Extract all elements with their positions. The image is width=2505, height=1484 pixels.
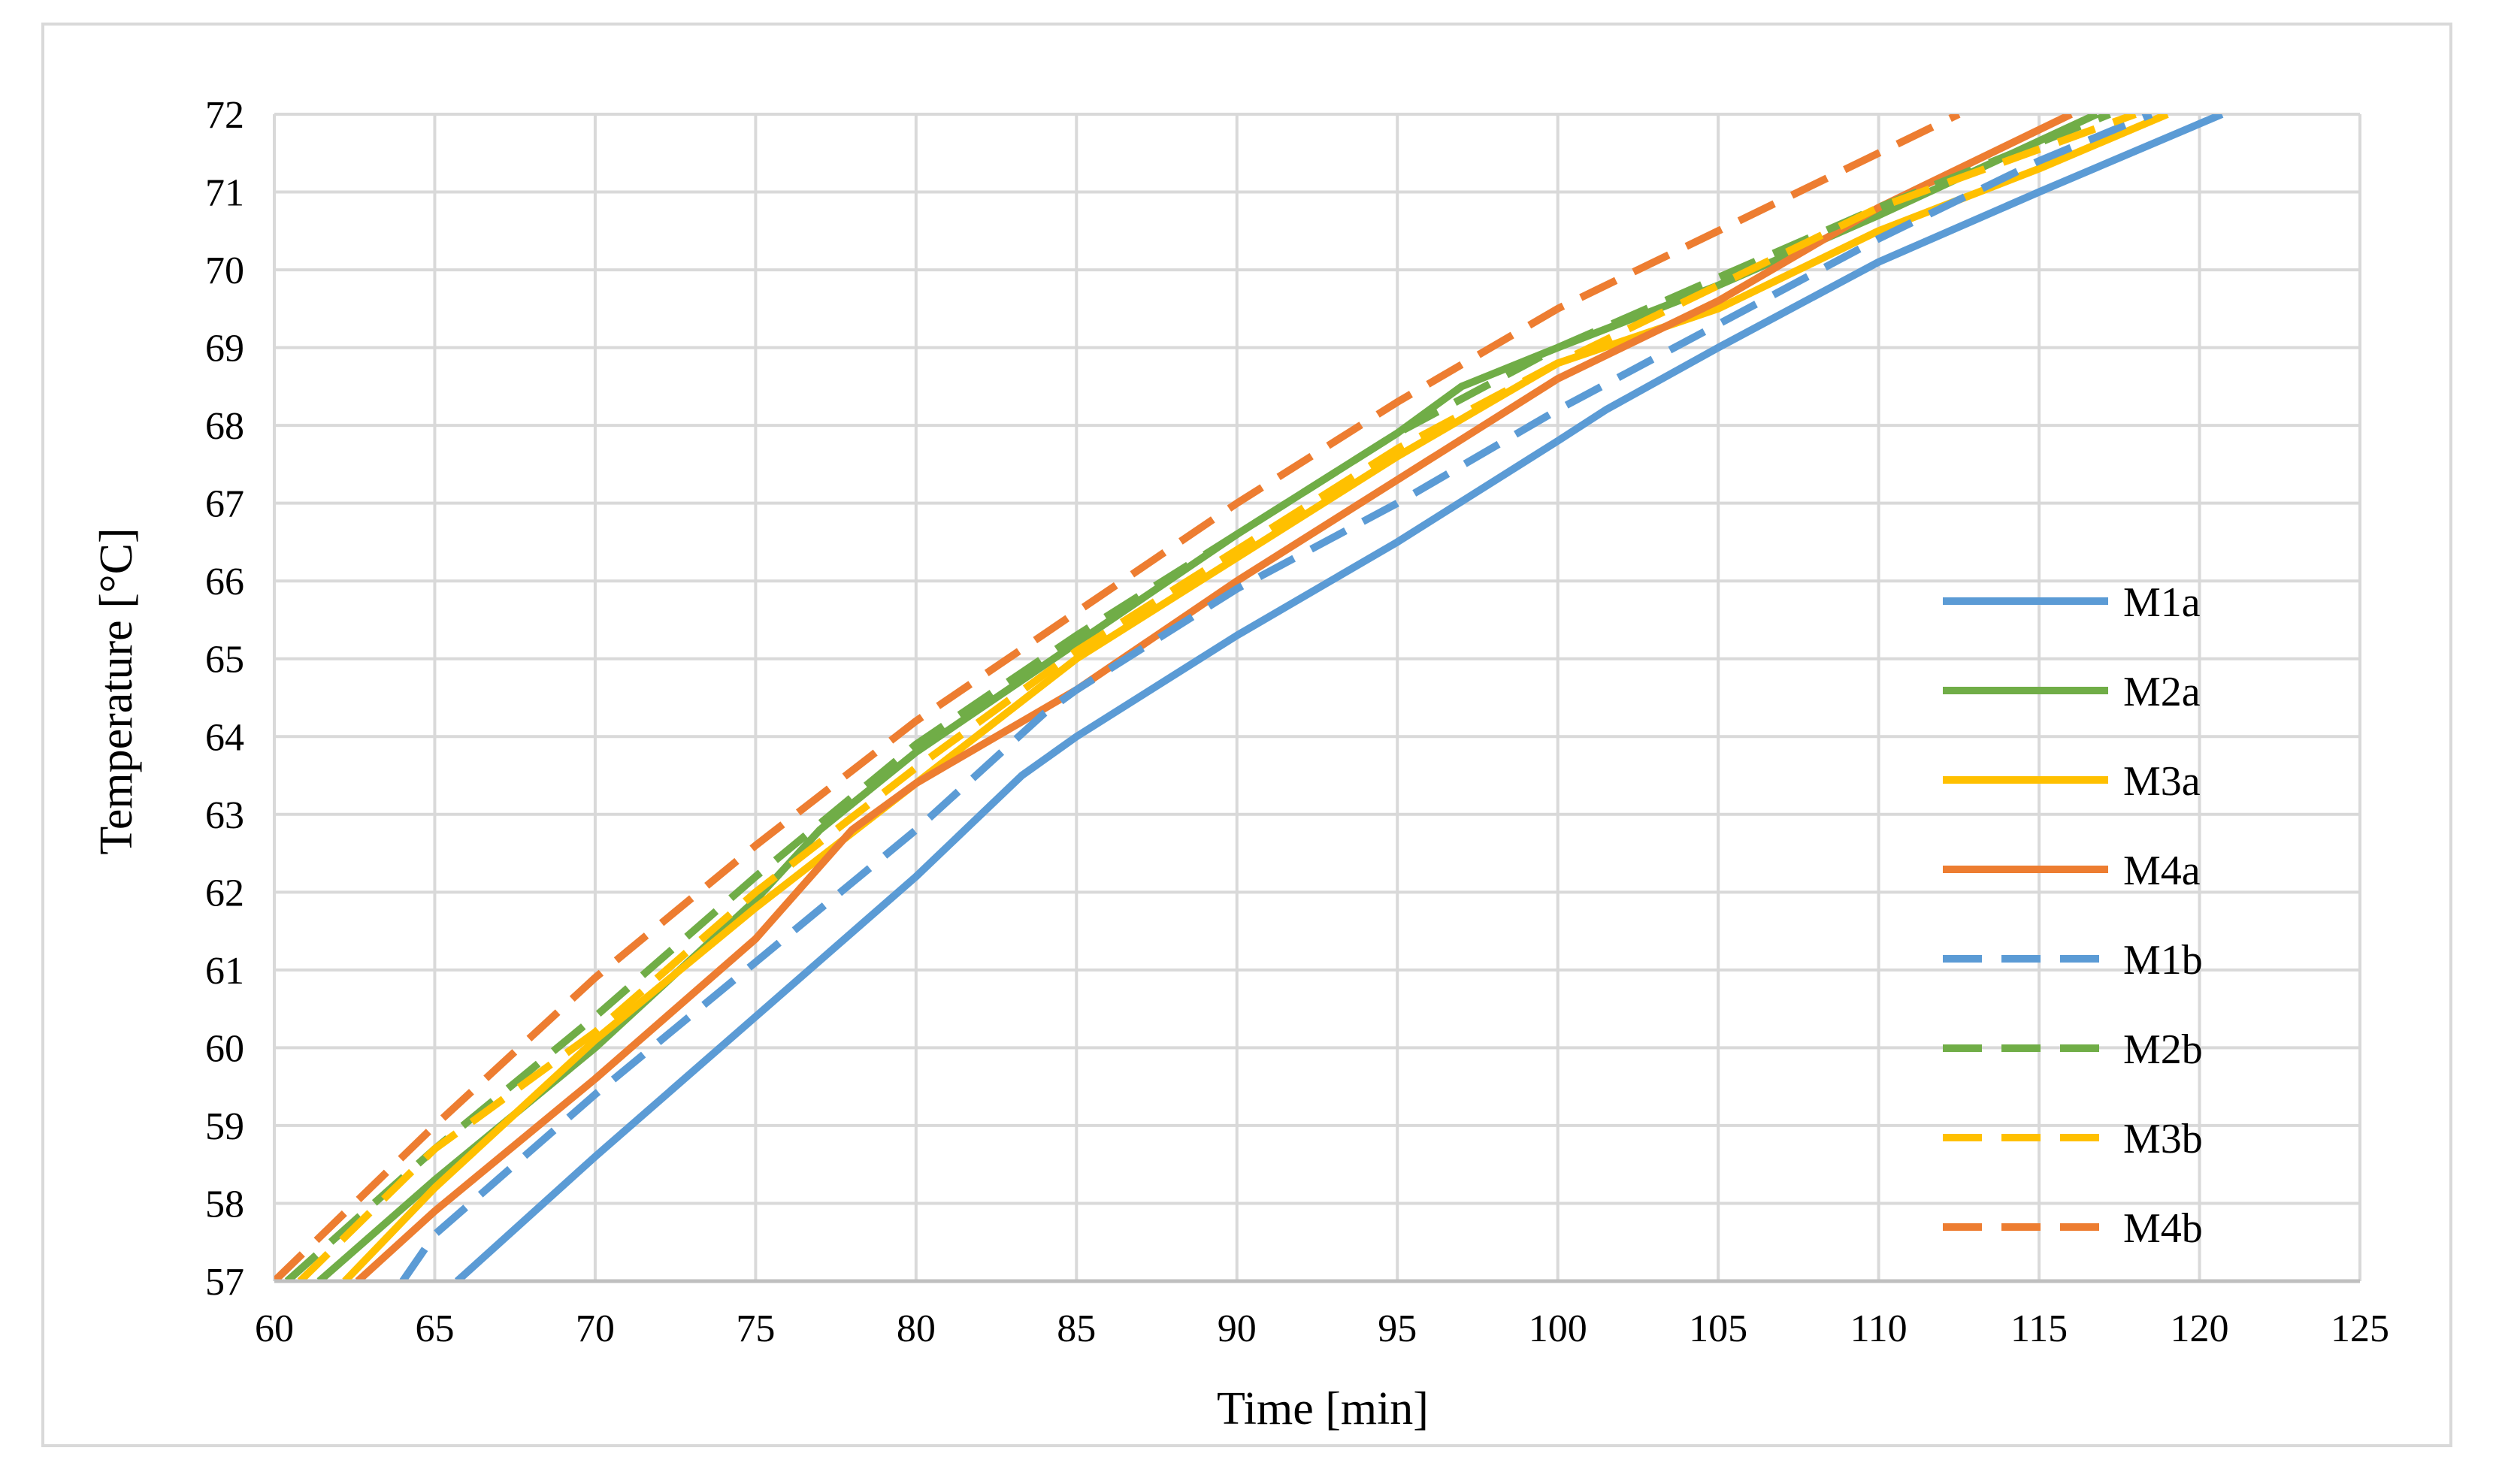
y-tick-label: 64 [205, 716, 244, 759]
y-tick-label: 66 [205, 561, 244, 603]
x-tick-label: 115 [2010, 1307, 2068, 1350]
x-tick-label: 85 [1057, 1307, 1096, 1350]
series-line-m3b [297, 114, 2137, 1281]
x-tick-label: 105 [1689, 1307, 1747, 1350]
y-tick-label: 70 [205, 249, 244, 292]
y-tick-label: 58 [205, 1183, 244, 1226]
x-axis-title: Time [min] [1217, 1383, 1429, 1434]
y-tick-label: 68 [205, 405, 244, 448]
y-tick-label: 57 [205, 1261, 244, 1304]
y-axis-title: Temperature [°C] [91, 527, 142, 854]
legend-label-m2b: M2b [2123, 1026, 2203, 1073]
x-tick-label: 90 [1218, 1307, 1257, 1350]
x-tick-labels: 60 65 70 75 80 85 90 95 100 105 110 115 120 125 [255, 1307, 2389, 1350]
x-tick-label: 100 [1529, 1307, 1587, 1350]
legend-label-m1a: M1a [2123, 579, 2201, 626]
legend-label-m3b: M3b [2123, 1116, 2203, 1162]
y-tick-label: 71 [205, 172, 244, 215]
y-tick-label: 62 [205, 872, 244, 914]
y-tick-label: 60 [205, 1027, 244, 1070]
y-tick-label: 72 [205, 94, 244, 137]
x-tick-label: 80 [897, 1307, 936, 1350]
series-layer [274, 114, 2224, 1281]
legend-label-m1b: M1b [2123, 937, 2203, 984]
x-tick-label: 60 [255, 1307, 294, 1350]
series-line-m1a [454, 114, 2224, 1281]
series-line-m4a [355, 114, 2073, 1281]
x-tick-label: 70 [576, 1307, 615, 1350]
legend: M1a M2a M3a M4a M1b M2b M3b M4b [1943, 579, 2203, 1252]
legend-label-m3a: M3a [2123, 758, 2201, 805]
legend-label-m2a: M2a [2123, 669, 2201, 715]
x-tick-label: 110 [1850, 1307, 1907, 1350]
y-tick-label: 69 [205, 328, 244, 370]
chart-frame [41, 23, 2452, 1447]
legend-label-m4a: M4a [2123, 848, 2201, 894]
y-tick-label: 63 [205, 794, 244, 837]
legend-label-m4b: M4b [2123, 1205, 2203, 1252]
x-tick-label: 75 [736, 1307, 775, 1350]
y-tick-label: 61 [205, 950, 244, 993]
series-line-m1b [399, 114, 2153, 1281]
series-line-m4b [274, 114, 1961, 1281]
x-tick-label: 95 [1378, 1307, 1417, 1350]
x-tick-label: 125 [2331, 1307, 2389, 1350]
x-tick-label: 120 [2171, 1307, 2229, 1350]
series-line-m3a [342, 114, 2169, 1281]
x-tick-label: 65 [415, 1307, 454, 1350]
y-tick-label: 67 [205, 483, 244, 526]
series-line-m2b [284, 114, 2111, 1281]
y-tick-labels: 57 58 59 60 61 62 63 64 65 66 67 68 69 70 71 72 [205, 94, 244, 1304]
y-tick-label: 59 [205, 1105, 244, 1148]
y-tick-label: 65 [205, 639, 244, 682]
